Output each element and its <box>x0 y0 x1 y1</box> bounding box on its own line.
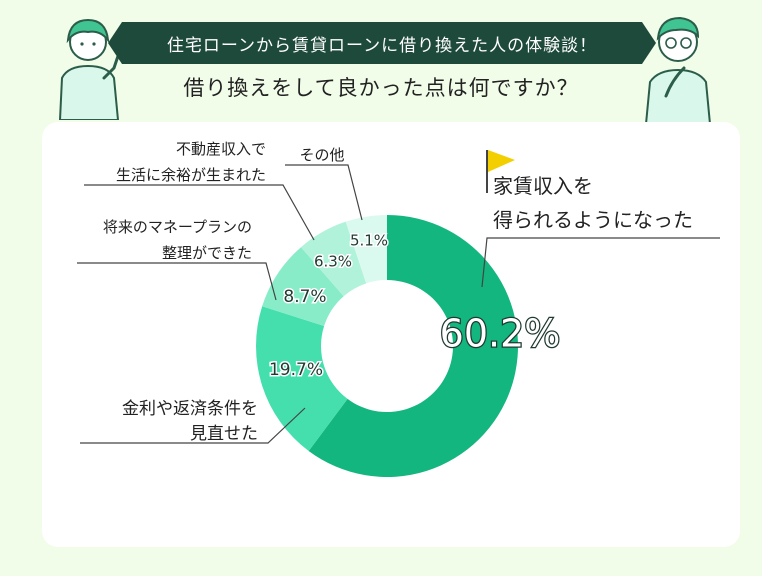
data-label: 60.2% <box>440 311 561 355</box>
donut-slice <box>308 215 518 478</box>
title-banner: 住宅ローンから賃貸ローンに借り換えた人の体験談！ <box>108 22 656 64</box>
category-label: 将来のマネープランの整理ができた <box>103 218 252 262</box>
leader-line <box>481 237 720 288</box>
flag-icon <box>486 150 515 193</box>
category-label: その他 <box>299 146 344 164</box>
donut-slice <box>262 247 344 326</box>
donut-slice <box>300 221 367 297</box>
category-label: 金利や返済条件を見直せた <box>122 399 258 444</box>
donut-slice <box>345 215 387 284</box>
man-illustration <box>644 16 712 124</box>
leader-line <box>285 164 363 221</box>
leader-line <box>77 262 277 301</box>
woman-illustration <box>58 18 120 120</box>
leader-line <box>84 184 315 241</box>
donut-slice <box>256 306 348 452</box>
question-heading: 借り換えをして良かった点は何ですか？ <box>183 76 579 100</box>
leader-line <box>80 407 306 444</box>
category-label: 家賃収入を得られるようになった <box>493 174 693 232</box>
data-label: 5.1% <box>350 231 388 249</box>
banner-title: 住宅ローンから賃貸ローンに借り換えた人の体験談！ <box>166 35 598 56</box>
data-label: 8.7% <box>283 287 326 307</box>
data-label: 19.7% <box>269 360 323 380</box>
data-label: 6.3% <box>314 252 352 270</box>
category-label: 不動産収入で生活に余裕が生まれた <box>116 140 266 184</box>
